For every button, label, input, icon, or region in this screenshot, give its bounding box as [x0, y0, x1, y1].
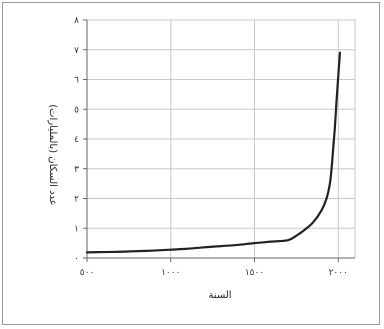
grid-layer	[86, 19, 356, 259]
label-layer: ٠ ١ ٢ ٣ ٤ ٥ ٦ ٧ ٨ ٥٠٠ ١٠٠٠ ١٥٠٠ ٢٠٠٠	[74, 16, 348, 278]
x-tick-label: ٥٠٠	[80, 268, 95, 278]
series-line-population	[85, 51, 342, 254]
y-tick-label: ٨	[74, 16, 79, 26]
axis-layer	[83, 19, 355, 262]
series-layer	[85, 51, 342, 254]
y-tick-label: ٧	[74, 46, 79, 56]
y-axis-title: عدد السكان (بالمليارات)	[47, 104, 58, 206]
y-tick-label: ٠	[74, 254, 79, 264]
y-tick-label: ١	[74, 224, 79, 234]
y-tick-label: ٤	[74, 135, 79, 145]
chart-frame	[2, 2, 380, 325]
x-tick-label: ١٠٠٠	[161, 268, 180, 278]
y-tick-label: ٥	[74, 105, 79, 115]
x-tick-label: ١٥٠٠	[245, 268, 264, 278]
x-axis-title: السنة	[208, 290, 231, 301]
x-tick-label: ٢٠٠٠	[329, 268, 348, 278]
y-tick-label: ٣	[74, 165, 79, 175]
y-tick-label: ٢	[74, 195, 79, 205]
y-tick-label: ٦	[74, 76, 79, 86]
